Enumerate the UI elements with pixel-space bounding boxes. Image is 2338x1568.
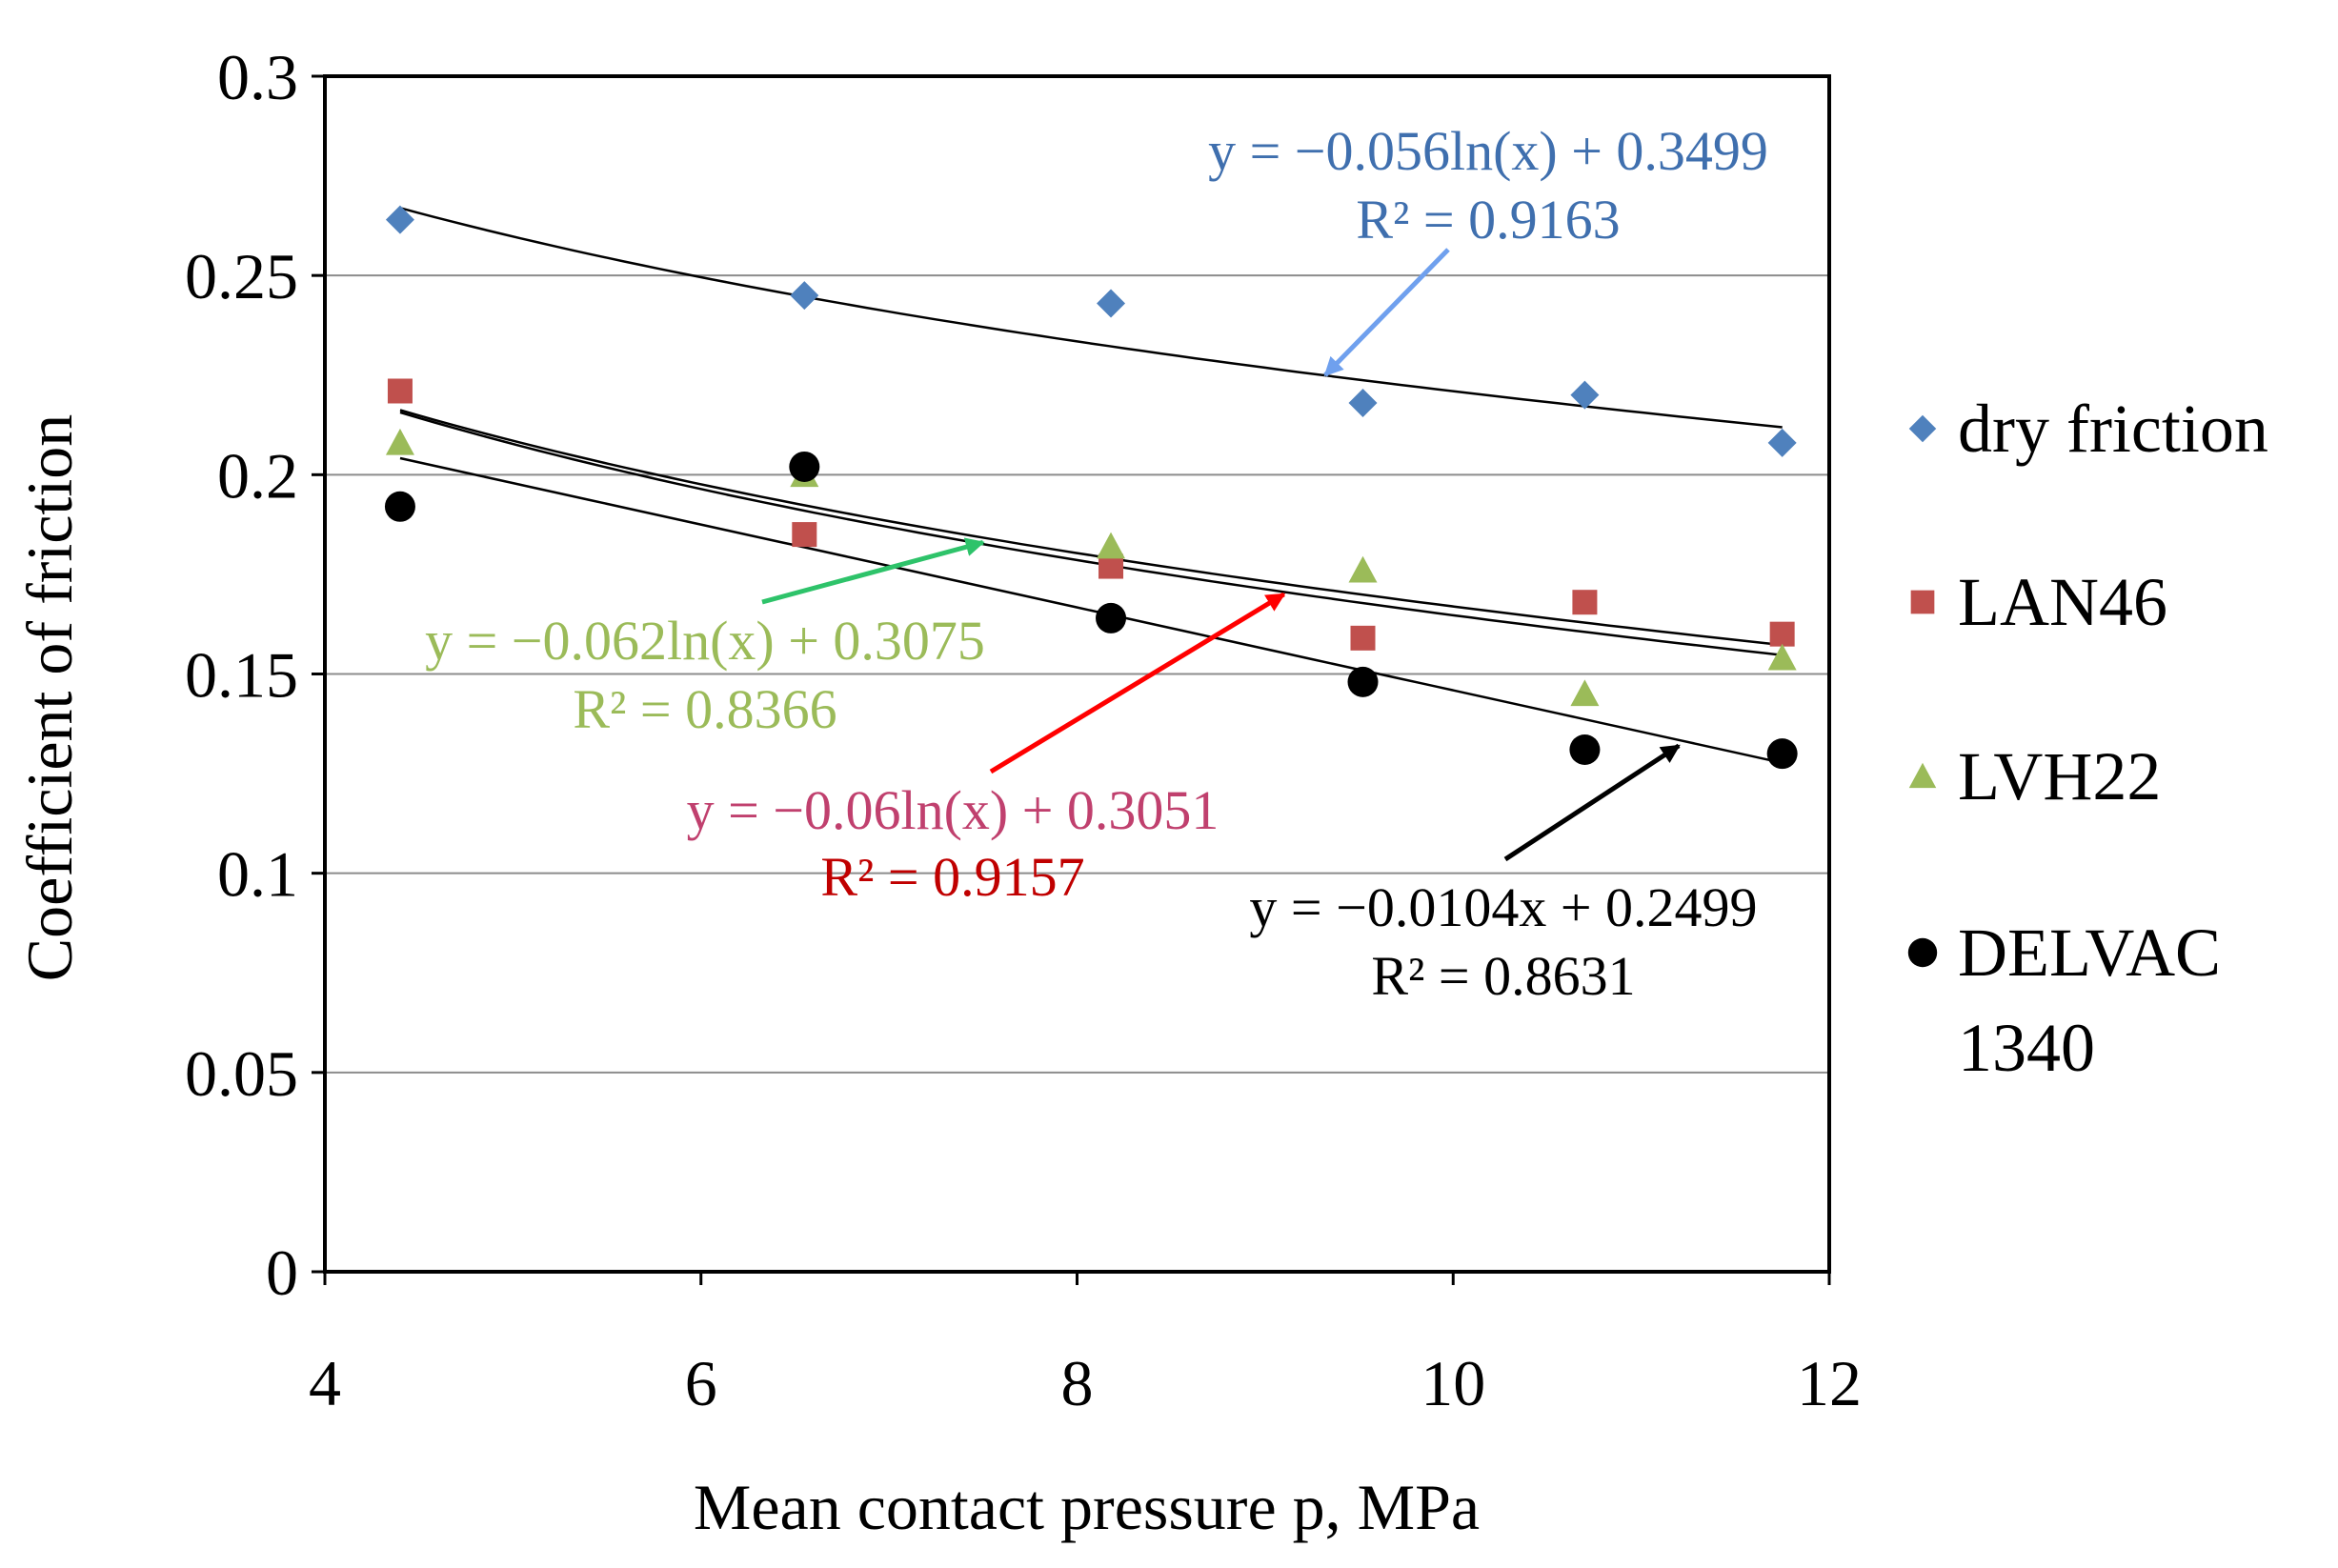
point-dry-friction-5 xyxy=(1767,428,1797,457)
point-lan46-1 xyxy=(792,522,817,548)
trendline-lan46 xyxy=(399,409,1783,647)
x-tick-label-4: 12 xyxy=(1797,1347,1862,1419)
annotation-equation-delvac-1340: y = −0.0104x + 0.2499 xyxy=(1249,876,1757,938)
y-tick-label-1: 0.05 xyxy=(185,1037,298,1110)
x-tick-label-1: 6 xyxy=(685,1347,717,1419)
point-delvac-1340-3 xyxy=(1347,666,1379,697)
point-lan46-4 xyxy=(1572,590,1598,615)
legend-label-delvac-1340-0: DELVAC xyxy=(1958,915,2221,991)
point-delvac-1340-4 xyxy=(1569,734,1601,765)
y-tick-label-6: 0.3 xyxy=(217,41,298,113)
annotation-r2-lvh22: R² = 0.8366 xyxy=(573,678,836,740)
annotation-equation-lvh22: y = −0.062ln(x) + 0.3075 xyxy=(425,610,985,672)
point-lvh22-0 xyxy=(385,428,414,455)
point-dry-friction-3 xyxy=(1348,389,1378,418)
annotation-arrow-dry-friction xyxy=(1323,248,1450,377)
y-tick-label-3: 0.15 xyxy=(185,639,298,712)
point-lan46-3 xyxy=(1350,625,1376,651)
legend-marker-dry-friction xyxy=(1908,414,1937,443)
legend-label-dry-friction: dry friction xyxy=(1958,391,2268,467)
point-lvh22-4 xyxy=(1570,679,1600,707)
legend-label-lan46: LAN46 xyxy=(1958,564,2167,640)
annotation-arrow-delvac-1340 xyxy=(1503,743,1681,862)
point-lvh22-3 xyxy=(1348,555,1378,583)
y-tick-label-4: 0.2 xyxy=(217,439,298,512)
annotation-equation-lan46: y = −0.06ln(x) + 0.3051 xyxy=(687,779,1219,841)
point-dry-friction-0 xyxy=(385,205,414,234)
trendline-delvac-1340 xyxy=(399,456,1783,765)
point-lvh22-2 xyxy=(1097,532,1126,559)
y-tick-label-5: 0.25 xyxy=(185,240,298,312)
x-axis-label: Mean contact pressure p, MPa xyxy=(694,1471,1480,1543)
point-dry-friction-2 xyxy=(1097,289,1126,318)
legend-marker-lvh22 xyxy=(1908,762,1937,789)
legend-marker-delvac-1340 xyxy=(1907,937,1938,968)
point-delvac-1340-5 xyxy=(1766,738,1798,770)
axes: 0 0.05 0.1 0.15 0.2 0.25 0.3 4 6 8 10 12 xyxy=(185,41,1862,1419)
data-points xyxy=(384,205,1798,770)
annotation-r2-delvac-1340: R² = 0.8631 xyxy=(1371,945,1635,1007)
gridlines xyxy=(325,274,1829,1074)
point-lan46-5 xyxy=(1769,621,1795,647)
annotation-equation-dry-friction: y = −0.056ln(x) + 0.3499 xyxy=(1208,120,1768,182)
y-axis-label: Coefficient of friction xyxy=(13,414,86,981)
annotation-arrow-lan46 xyxy=(989,592,1286,774)
annotation-r2-dry-friction: R² = 0.9163 xyxy=(1356,189,1620,251)
y-tick-label-2: 0.1 xyxy=(217,838,298,911)
annotation-r2-lan46: R² = 0.9157 xyxy=(820,846,1084,908)
trendline-lvh22 xyxy=(399,411,1783,656)
point-lan46-0 xyxy=(387,378,413,404)
x-tick-label-3: 10 xyxy=(1421,1347,1485,1419)
point-delvac-1340-2 xyxy=(1096,602,1127,633)
trendline-annotations: y = −0.056ln(x) + 0.3499 R² = 0.9163 y = −… xyxy=(425,120,1768,1007)
x-tick-label-2: 8 xyxy=(1061,1347,1094,1419)
legend-marker-lan46 xyxy=(1910,590,1935,614)
annotation-arrow-lvh22 xyxy=(761,537,985,605)
y-tick-label-0: 0 xyxy=(266,1236,298,1309)
point-dry-friction-1 xyxy=(790,281,819,311)
point-delvac-1340-1 xyxy=(789,451,820,482)
legend-label-delvac-1340-1: 1340 xyxy=(1958,1010,2095,1086)
point-lvh22-5 xyxy=(1767,643,1797,671)
x-tick-label-0: 4 xyxy=(309,1347,341,1419)
legend-label-lvh22: LVH22 xyxy=(1958,738,2161,814)
legend: dry friction LAN46 LVH22 DELVAC 1340 xyxy=(1907,391,2268,1086)
trendline-dry-friction xyxy=(399,207,1783,429)
point-dry-friction-4 xyxy=(1570,380,1600,410)
trendlines xyxy=(399,207,1783,765)
point-delvac-1340-0 xyxy=(384,491,415,522)
